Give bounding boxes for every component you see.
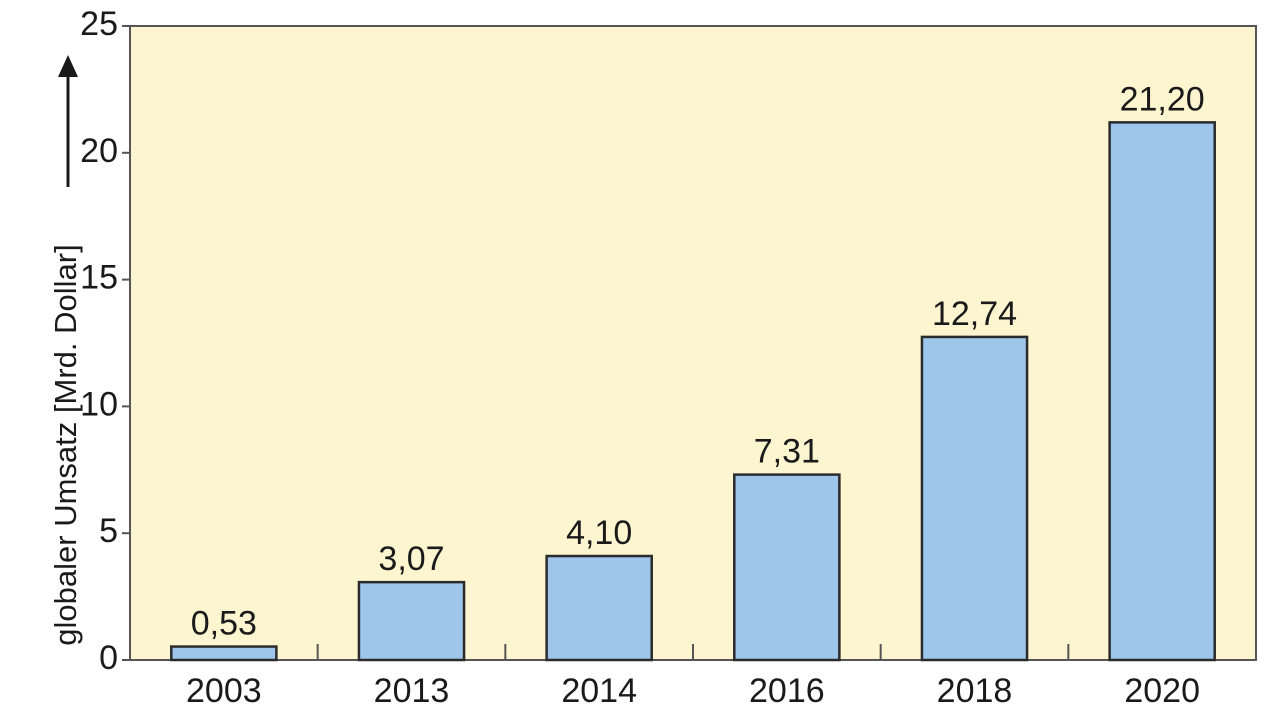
value-label-2020: 21,20 — [1120, 80, 1205, 118]
y-tick-label: 25 — [80, 5, 118, 43]
x-category-label-2014: 2014 — [561, 672, 637, 710]
bar-2014 — [545, 554, 653, 662]
bars-group — [170, 121, 1216, 662]
x-category-label-2016: 2016 — [749, 672, 825, 710]
value-label-2018: 12,74 — [932, 295, 1017, 333]
x-category-label-2020: 2020 — [1124, 672, 1200, 710]
y-tick-label: 15 — [80, 259, 118, 297]
bar-2003 — [170, 645, 278, 662]
value-label-2013: 3,07 — [378, 540, 444, 578]
plot-area — [129, 25, 1257, 661]
x-axis: 2003 2013 2014 2016 2018 2020 — [186, 644, 1200, 710]
y-tick-label: 0 — [99, 639, 118, 677]
x-category-label-2018: 2018 — [937, 672, 1013, 710]
bar-2016 — [733, 473, 841, 662]
bar-2013 — [357, 580, 466, 662]
y-tick-label: 10 — [80, 385, 118, 423]
y-axis: 0 5 10 15 20 25 — [80, 5, 130, 677]
y-axis-arrow-head — [58, 55, 78, 77]
y-tick-label: 20 — [80, 132, 118, 170]
y-axis-label-group: globaler Umsatz [Mrd. Dollar] — [48, 55, 83, 646]
y-tick-label: 5 — [99, 512, 118, 550]
y-axis-label: globaler Umsatz [Mrd. Dollar] — [48, 244, 83, 645]
bar-2020 — [1108, 121, 1216, 662]
value-label-2014: 4,10 — [566, 514, 632, 552]
x-category-label-2013: 2013 — [374, 672, 450, 710]
x-category-label-2003: 2003 — [186, 672, 262, 710]
value-label-2016: 7,31 — [754, 433, 820, 471]
value-label-2003: 0,53 — [191, 605, 257, 643]
bar-2018 — [920, 335, 1029, 662]
value-labels-group: 0,53 3,07 4,10 7,31 12,74 21,20 — [191, 80, 1205, 642]
